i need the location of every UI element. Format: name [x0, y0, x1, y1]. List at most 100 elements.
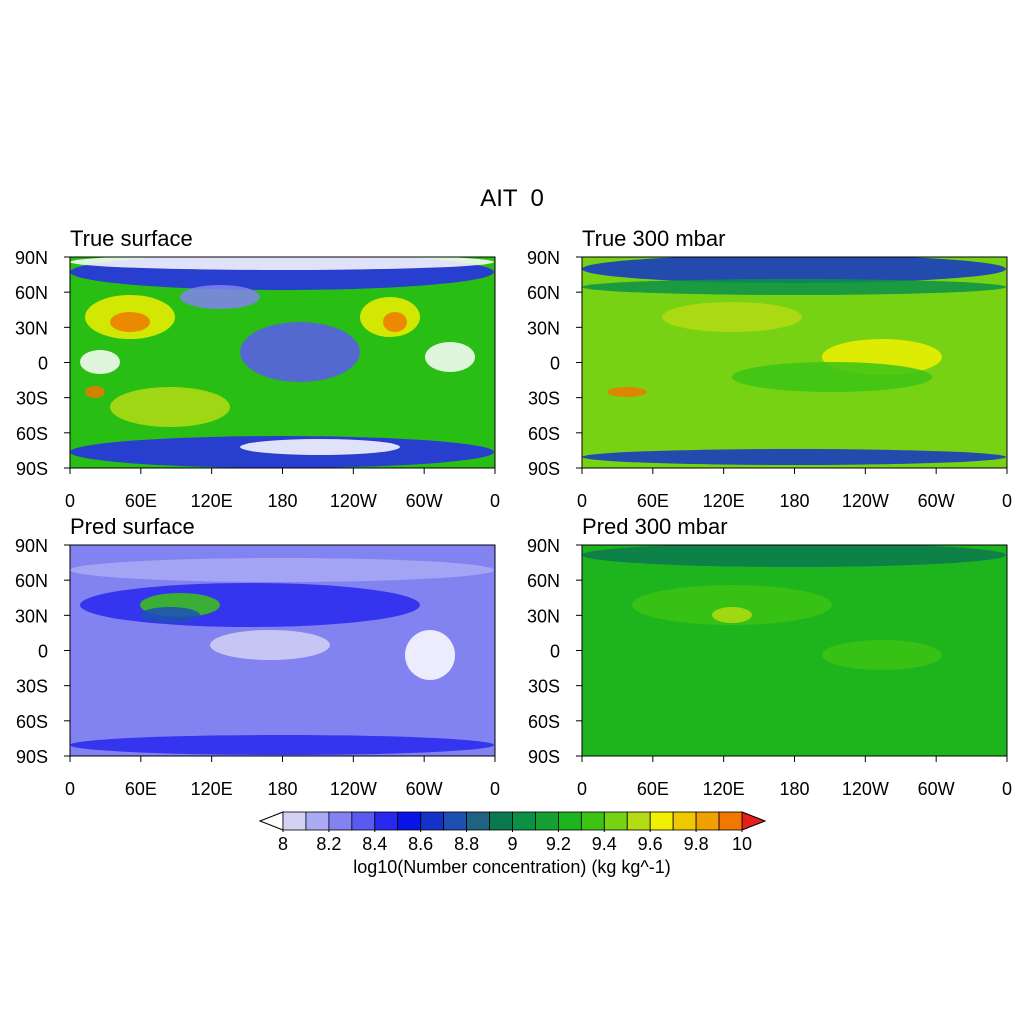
- lat-label: 30S: [16, 677, 48, 697]
- lon-label: 120E: [191, 779, 233, 799]
- colorbar-box: [328, 811, 353, 831]
- lon-label: 0: [1002, 491, 1012, 511]
- lon-label: 0: [65, 779, 75, 799]
- lat-label: 60N: [527, 283, 560, 303]
- field-region: [582, 279, 1006, 295]
- field-region: [632, 585, 832, 625]
- lat-label: 30N: [527, 318, 560, 338]
- field-region: [405, 630, 455, 680]
- field-base: [582, 545, 1007, 756]
- colorbar-label: 8.2: [316, 834, 341, 854]
- colorbar-title: log10(Number concentration) (kg kg^-1): [353, 857, 671, 877]
- lon-label: 120W: [842, 779, 889, 799]
- lat-label: 60S: [528, 424, 560, 444]
- lon-label: 180: [267, 491, 297, 511]
- lon-label: 120W: [330, 491, 377, 511]
- lat-label: 90S: [16, 747, 48, 767]
- colorbar-label: 9.4: [592, 834, 617, 854]
- colorbar-box: [626, 811, 651, 831]
- lat-label: 90S: [528, 459, 560, 479]
- lon-label: 0: [577, 779, 587, 799]
- lon-label: 120W: [330, 779, 377, 799]
- colorbar-box: [580, 811, 605, 831]
- colorbar-box: [305, 811, 330, 831]
- lon-label: 0: [490, 779, 500, 799]
- colorbar-label: 9: [507, 834, 517, 854]
- field-region: [240, 439, 400, 455]
- lon-label: 0: [490, 491, 500, 511]
- lat-label: 60N: [527, 571, 560, 591]
- field-region: [70, 735, 494, 755]
- field-region: [712, 607, 752, 623]
- lat-label: 30S: [16, 389, 48, 409]
- lat-label: 60N: [15, 571, 48, 591]
- lon-label: 180: [779, 491, 809, 511]
- field-region: [110, 312, 150, 332]
- field-region: [425, 342, 475, 372]
- colorbar-box: [397, 811, 422, 831]
- field-region: [210, 630, 330, 660]
- field-region: [607, 387, 647, 397]
- lon-label: 60W: [406, 491, 443, 511]
- colorbar-box: [649, 811, 674, 831]
- lon-label: 60E: [637, 779, 669, 799]
- colorbar-over: [741, 811, 767, 831]
- map-field: [582, 257, 1007, 468]
- lon-label: 120W: [842, 491, 889, 511]
- figure-title: AIT 0: [480, 185, 544, 212]
- lat-label: 30N: [527, 606, 560, 626]
- lon-label: 120E: [191, 491, 233, 511]
- colorbar-label: 8: [278, 834, 288, 854]
- colorbar-box: [420, 811, 445, 831]
- colorbar-label: 8.8: [454, 834, 479, 854]
- field-region: [70, 558, 494, 582]
- field-region: [240, 322, 360, 382]
- colorbar-box: [512, 811, 536, 831]
- colorbar-box: [695, 811, 720, 831]
- lon-label: 0: [577, 491, 587, 511]
- colorbar-box: [535, 811, 559, 831]
- lat-label: 60S: [528, 712, 560, 732]
- field-region: [110, 387, 230, 427]
- colorbar-label: 10: [732, 834, 752, 854]
- colorbar-box: [489, 811, 513, 831]
- lat-label: 60S: [16, 424, 48, 444]
- colorbar-label: 8.4: [362, 834, 387, 854]
- lon-label: 60W: [406, 779, 443, 799]
- colorbar-label: 9.2: [546, 834, 571, 854]
- lon-label: 0: [1002, 779, 1012, 799]
- lat-label: 90N: [527, 536, 560, 556]
- lon-label: 60E: [125, 779, 157, 799]
- lat-label: 90S: [16, 459, 48, 479]
- lon-label: 60E: [125, 491, 157, 511]
- field-region: [140, 607, 200, 623]
- lon-label: 180: [267, 779, 297, 799]
- lat-label: 60N: [15, 283, 48, 303]
- lat-label: 90N: [15, 536, 48, 556]
- colorbar-box: [672, 811, 697, 831]
- lat-label: 0: [550, 354, 560, 374]
- colorbar-box: [443, 811, 467, 831]
- colorbar-box: [603, 811, 628, 831]
- colorbar-box: [718, 811, 743, 831]
- lon-label: 120E: [703, 779, 745, 799]
- field-region: [582, 257, 1006, 283]
- lat-label: 30S: [528, 389, 560, 409]
- colorbar-box: [558, 811, 582, 831]
- field-region: [383, 312, 407, 332]
- lat-label: 90N: [527, 248, 560, 268]
- lat-label: 0: [38, 354, 48, 374]
- lon-label: 60W: [918, 491, 955, 511]
- lat-label: 90N: [15, 248, 48, 268]
- field-region: [732, 362, 932, 392]
- field-region: [662, 302, 802, 332]
- field-region: [582, 545, 1006, 567]
- colorbar-box: [374, 811, 399, 831]
- lon-label: 180: [779, 779, 809, 799]
- colorbar-box: [466, 811, 490, 831]
- colorbar-box: [282, 811, 307, 831]
- lat-label: 30N: [15, 606, 48, 626]
- lat-label: 0: [550, 642, 560, 662]
- colorbar-label: 8.6: [408, 834, 433, 854]
